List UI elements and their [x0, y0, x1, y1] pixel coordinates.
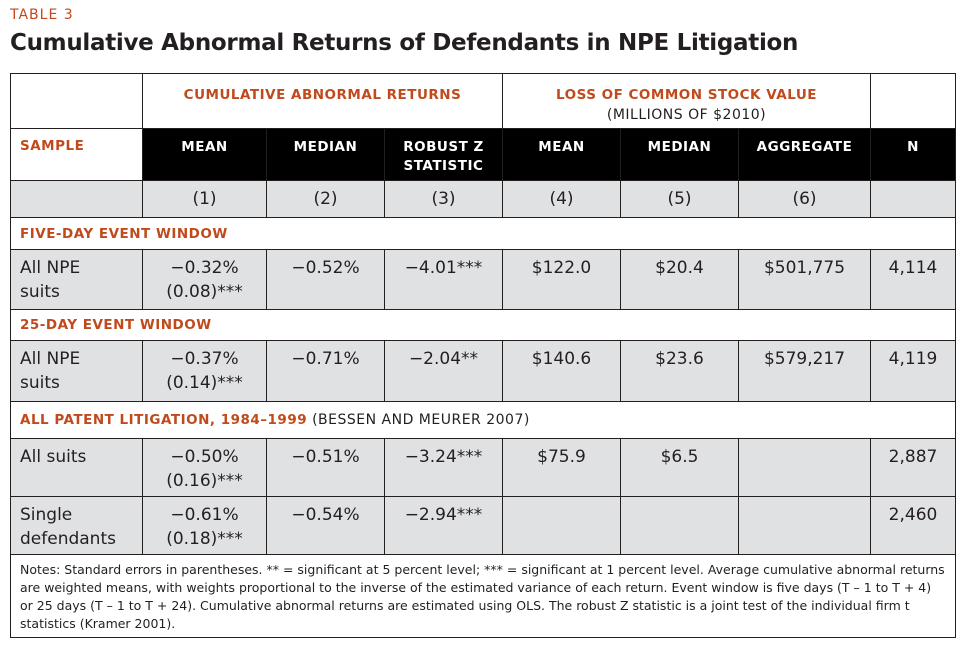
header-mean: MEAN	[142, 128, 267, 181]
header-robust-z: ROBUST Z STATISTIC	[384, 128, 503, 181]
cell-loss-mean: $140.6	[502, 340, 621, 402]
header-robust-z-line2: STATISTIC	[403, 158, 484, 174]
table-title: Cumulative Abnormal Returns of Defendant…	[10, 30, 799, 56]
cell-aggregate	[738, 438, 871, 497]
cell-mean-se: (0.16)***	[166, 471, 243, 491]
cell-mean: −0.37% (0.14)***	[142, 340, 267, 402]
row-label: All suits	[10, 438, 143, 497]
table-row: Single defendants −0.61% (0.18)*** −0.54% …	[10, 496, 956, 555]
group-header-row: CUMULATIVE ABNORMAL RETURNS LOSS OF COMM…	[10, 73, 956, 129]
row-label-line2: defendants	[20, 529, 116, 549]
cell-loss-median	[620, 496, 739, 555]
cell-median: −0.51%	[266, 438, 385, 497]
cell-mean-se: (0.14)***	[166, 373, 243, 393]
table-row: All NPE suits −0.37% (0.14)*** −0.71% −2.0…	[10, 340, 956, 402]
empty-cell	[870, 73, 956, 129]
empty-cell	[870, 180, 956, 218]
header-loss-mean: MEAN	[502, 128, 621, 181]
cell-mean-value: −0.32%	[170, 258, 239, 278]
header-n: N	[870, 128, 956, 181]
cell-mean: −0.61% (0.18)***	[142, 496, 267, 555]
cell-median: −0.71%	[266, 340, 385, 402]
row-label-line1: All NPE	[20, 349, 81, 369]
header-loss-median: MEDIAN	[620, 128, 739, 181]
cell-mean: −0.32% (0.08)***	[142, 249, 267, 310]
column-number: (1)	[142, 180, 267, 218]
section-title: ALL PATENT LITIGATION, 1984–1999 (BESSEN…	[10, 401, 956, 439]
cell-n: 4,119	[870, 340, 956, 402]
column-number: (3)	[384, 180, 503, 218]
cell-mean-value: −0.50%	[170, 447, 239, 467]
column-number: (5)	[620, 180, 739, 218]
cell-loss-median: $23.6	[620, 340, 739, 402]
row-label-line1: All NPE	[20, 258, 81, 278]
cell-robust-z: −2.94***	[384, 496, 503, 555]
cell-n: 2,460	[870, 496, 956, 555]
section-header-row: FIVE-DAY EVENT WINDOW	[10, 217, 956, 250]
data-table: CUMULATIVE ABNORMAL RETURNS LOSS OF COMM…	[10, 73, 956, 638]
cell-aggregate: $501,775	[738, 249, 871, 310]
cell-robust-z: −4.01***	[384, 249, 503, 310]
cell-loss-mean: $122.0	[502, 249, 621, 310]
empty-cell	[10, 73, 143, 129]
cell-aggregate: $579,217	[738, 340, 871, 402]
cell-mean-value: −0.61%	[170, 505, 239, 525]
group-header-loss: LOSS OF COMMON STOCK VALUE (MILLIONS OF …	[502, 73, 871, 129]
row-label: Single defendants	[10, 496, 143, 555]
cell-robust-z: −2.04**	[384, 340, 503, 402]
section-title: 25-DAY EVENT WINDOW	[10, 309, 956, 341]
group-header-loss-subtitle: (MILLIONS OF $2010)	[606, 107, 767, 123]
empty-cell	[10, 180, 143, 218]
column-number-row: (1) (2) (3) (4) (5) (6)	[10, 180, 956, 218]
cell-loss-mean: $75.9	[502, 438, 621, 497]
column-number: (4)	[502, 180, 621, 218]
notes-row: Notes: Standard errors in parentheses. *…	[10, 554, 956, 638]
cell-median: −0.52%	[266, 249, 385, 310]
section-title-citation: (BESSEN AND MEURER 2007)	[307, 412, 530, 428]
row-label-line2: suits	[20, 282, 60, 302]
table-label: TABLE 3	[10, 7, 74, 23]
row-label-line1: Single	[20, 505, 73, 525]
row-label: All NPE suits	[10, 340, 143, 402]
cell-n: 2,887	[870, 438, 956, 497]
table-notes: Notes: Standard errors in parentheses. *…	[10, 554, 956, 638]
cell-n: 4,114	[870, 249, 956, 310]
cell-mean-se: (0.08)***	[166, 282, 243, 302]
column-header-row: SAMPLE MEAN MEDIAN ROBUST Z STATISTIC ME…	[10, 128, 956, 181]
cell-loss-median: $6.5	[620, 438, 739, 497]
cell-mean-se: (0.18)***	[166, 529, 243, 549]
header-robust-z-line1: ROBUST Z	[403, 139, 484, 155]
section-title-main: ALL PATENT LITIGATION, 1984–1999	[20, 412, 308, 428]
cell-loss-mean	[502, 496, 621, 555]
column-number: (2)	[266, 180, 385, 218]
cell-robust-z: −3.24***	[384, 438, 503, 497]
table-row: All NPE suits −0.32% (0.08)*** −0.52% −4.0…	[10, 249, 956, 310]
header-median: MEDIAN	[266, 128, 385, 181]
cell-mean-value: −0.37%	[170, 349, 239, 369]
cell-median: −0.54%	[266, 496, 385, 555]
row-label-line2: suits	[20, 373, 60, 393]
group-header-car: CUMULATIVE ABNORMAL RETURNS	[142, 73, 503, 129]
section-title: FIVE-DAY EVENT WINDOW	[10, 217, 956, 250]
header-sample: SAMPLE	[10, 128, 143, 181]
row-label: All NPE suits	[10, 249, 143, 310]
cell-mean: −0.50% (0.16)***	[142, 438, 267, 497]
cell-loss-median: $20.4	[620, 249, 739, 310]
table-row: All suits −0.50% (0.16)*** −0.51% −3.24**…	[10, 438, 956, 497]
cell-aggregate	[738, 496, 871, 555]
group-header-loss-title: LOSS OF COMMON STOCK VALUE	[555, 87, 818, 103]
section-header-row: ALL PATENT LITIGATION, 1984–1999 (BESSEN…	[10, 401, 956, 439]
section-header-row: 25-DAY EVENT WINDOW	[10, 309, 956, 341]
header-aggregate: AGGREGATE	[738, 128, 871, 181]
row-label-line1: All suits	[20, 447, 87, 467]
column-number: (6)	[738, 180, 871, 218]
